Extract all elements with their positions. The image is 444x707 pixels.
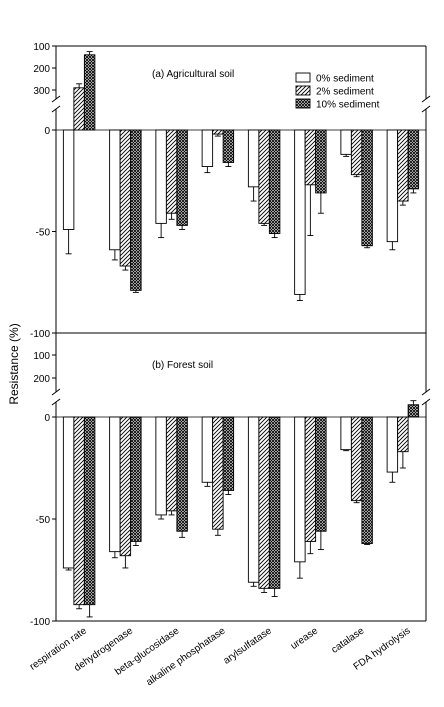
legend-label: 10% sediment — [316, 100, 380, 111]
panel-title: (a) Agricultural soil — [152, 69, 234, 80]
y-tick-label: 100 — [33, 42, 50, 53]
x-category-label: urease — [289, 625, 321, 652]
y-tick-label: 200 — [33, 374, 50, 385]
bar — [315, 416, 327, 532]
bar — [304, 416, 317, 542]
bar — [294, 416, 306, 563]
right-break-mark — [421, 105, 431, 113]
bar — [130, 416, 142, 542]
left-break-mark — [51, 105, 61, 113]
legend-swatch — [295, 85, 311, 96]
panel-title: (b) Forest soil — [152, 360, 213, 371]
bar — [201, 129, 214, 167]
bar — [83, 416, 96, 606]
left-break-mark — [51, 398, 61, 406]
bar — [62, 416, 75, 569]
bar — [201, 416, 214, 483]
y-tick-label: 0 — [44, 413, 50, 424]
bar — [397, 416, 409, 453]
bar — [294, 129, 306, 295]
bar — [165, 129, 178, 214]
bar — [62, 129, 75, 230]
legend-label: 0% sediment — [316, 74, 374, 85]
bar — [361, 129, 373, 247]
legend-swatch — [295, 72, 311, 83]
right-break-mark — [421, 95, 431, 103]
left-break-mark — [51, 95, 61, 103]
bar — [407, 404, 420, 418]
bar — [304, 129, 317, 186]
bar — [222, 416, 235, 491]
legend-swatch — [295, 98, 311, 109]
panel-forest-soil: -100 -50 0 100 200 (b) Forest soil — [30, 333, 431, 628]
bar — [73, 416, 85, 606]
category-labels: respiration ratedehydrogenasebeta-glucos… — [28, 625, 413, 688]
panel-agricultural-soil: -100 -50 0 100 200 300 (a) Agricultural soil — [30, 42, 431, 340]
bar — [247, 416, 260, 583]
bar — [350, 416, 363, 502]
bar — [340, 416, 352, 451]
bar — [315, 129, 327, 194]
y-tick-label: 200 — [33, 64, 50, 75]
bar — [176, 416, 188, 532]
bar — [119, 129, 132, 267]
y-tick-label: 100 — [33, 351, 50, 362]
bar — [247, 129, 260, 188]
left-break-mark — [51, 388, 61, 396]
y-tick-label: -50 — [36, 515, 51, 526]
bar — [386, 129, 399, 243]
x-category-label: arylsulfatase — [222, 625, 275, 666]
bar — [340, 129, 352, 155]
right-break-mark — [421, 398, 431, 406]
bar — [258, 129, 270, 224]
y-axis-label: Resistance (%) — [7, 323, 21, 404]
bar — [155, 129, 167, 224]
bar — [350, 129, 363, 176]
right-break-mark — [421, 388, 431, 396]
bar — [268, 416, 281, 589]
bar — [83, 54, 96, 131]
y-tick-label: 300 — [33, 86, 50, 97]
x-category-label: catalase — [330, 625, 367, 656]
bar — [212, 416, 224, 530]
bar — [73, 87, 85, 131]
bar — [176, 129, 188, 226]
legend: 0% sediment 2% sediment 10% sediment — [295, 72, 380, 111]
y-tick-label: -50 — [36, 228, 51, 239]
bar — [258, 416, 270, 589]
bar — [268, 129, 281, 234]
bar — [109, 416, 121, 553]
y-tick-label: 0 — [44, 126, 50, 137]
bar — [212, 129, 224, 135]
x-category-label: alkaline phosphatase — [144, 625, 228, 688]
bar — [407, 129, 420, 190]
y-tick-label: -100 — [30, 329, 50, 340]
bar — [155, 416, 167, 516]
bar — [165, 416, 178, 512]
bar — [397, 129, 409, 202]
bar — [222, 129, 235, 163]
bar — [109, 129, 121, 251]
bar — [130, 129, 142, 291]
legend-label: 2% sediment — [316, 87, 374, 98]
bar — [119, 416, 132, 557]
y-tick-label: -100 — [30, 617, 50, 628]
bar — [361, 416, 373, 544]
bar — [386, 416, 399, 473]
